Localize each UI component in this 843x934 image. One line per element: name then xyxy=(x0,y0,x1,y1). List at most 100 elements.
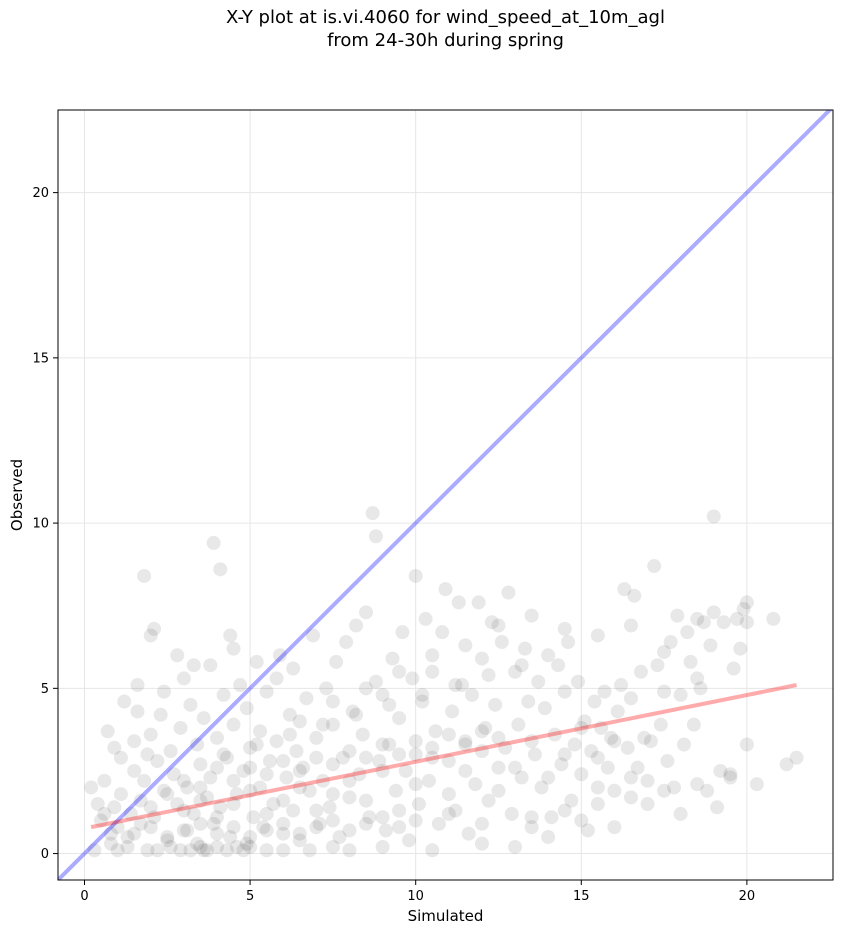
data-point xyxy=(193,757,208,772)
data-point xyxy=(259,684,274,699)
data-point xyxy=(143,727,158,742)
data-point xyxy=(584,744,599,759)
data-point xyxy=(276,843,291,858)
data-point xyxy=(243,740,258,755)
axis-ticks: 0 5 10 15 20 0 5 10 15 20 xyxy=(32,186,755,904)
data-point xyxy=(690,611,705,626)
data-point xyxy=(183,697,198,712)
data-point xyxy=(514,770,529,785)
data-point xyxy=(223,628,238,643)
data-point xyxy=(527,747,542,762)
data-point xyxy=(113,787,128,802)
data-point xyxy=(498,740,513,755)
data-point xyxy=(236,763,251,778)
data-point xyxy=(693,681,708,696)
data-point xyxy=(474,724,489,739)
data-point xyxy=(736,602,751,617)
x-tick-label: 20 xyxy=(739,889,756,904)
data-point xyxy=(623,618,638,633)
data-point xyxy=(365,506,380,521)
data-point xyxy=(299,691,314,706)
data-point xyxy=(395,625,410,640)
data-point xyxy=(524,734,539,749)
data-point xyxy=(173,843,188,858)
data-point xyxy=(147,810,162,825)
data-point xyxy=(368,529,383,544)
y-tick-label: 10 xyxy=(32,517,49,532)
x-tick-label: 5 xyxy=(246,889,254,904)
data-point xyxy=(508,760,523,775)
data-point xyxy=(425,843,440,858)
data-point xyxy=(375,763,390,778)
data-point xyxy=(276,816,291,831)
data-point xyxy=(392,664,407,679)
data-point xyxy=(766,611,781,626)
data-point xyxy=(590,796,605,811)
data-point xyxy=(716,615,731,630)
data-point xyxy=(180,780,195,795)
data-point xyxy=(415,687,430,702)
chart-title-line-2: from 24-30h during spring xyxy=(327,30,564,51)
data-point xyxy=(193,793,208,808)
data-point xyxy=(650,658,665,673)
data-point xyxy=(325,694,340,709)
regression-line xyxy=(90,683,797,830)
data-point xyxy=(223,830,238,845)
data-point xyxy=(779,757,794,772)
data-point xyxy=(249,737,264,752)
data-point xyxy=(491,730,506,745)
data-point xyxy=(286,803,301,818)
data-point xyxy=(243,783,258,798)
data-point xyxy=(259,767,274,782)
data-point xyxy=(259,806,274,821)
data-point xyxy=(673,687,688,702)
data-point xyxy=(127,826,142,841)
data-point xyxy=(614,678,629,693)
data-point xyxy=(368,674,383,689)
data-point xyxy=(398,763,413,778)
data-point xyxy=(653,717,668,732)
data-point xyxy=(156,783,171,798)
data-point xyxy=(541,770,556,785)
data-point xyxy=(610,704,625,719)
data-point xyxy=(206,535,221,550)
data-point xyxy=(276,793,291,808)
data-point xyxy=(372,754,387,769)
data-point xyxy=(425,750,440,765)
data-point xyxy=(349,618,364,633)
data-point xyxy=(491,783,506,798)
data-point xyxy=(226,796,241,811)
data-point xyxy=(703,638,718,653)
data-point xyxy=(657,783,672,798)
data-point xyxy=(342,790,357,805)
data-point xyxy=(607,734,622,749)
data-point xyxy=(163,744,178,759)
data-point xyxy=(590,750,605,765)
data-point xyxy=(524,608,539,623)
data-point xyxy=(441,727,456,742)
one-to-one-line xyxy=(58,110,833,880)
data-point xyxy=(183,843,198,858)
data-point xyxy=(107,800,122,815)
data-point xyxy=(226,717,241,732)
data-point xyxy=(226,820,241,835)
data-point xyxy=(392,747,407,762)
data-point xyxy=(700,783,715,798)
data-point xyxy=(471,595,486,610)
data-point xyxy=(140,747,155,762)
chart-title: X-Y plot at is.vi.4060 for wind_speed_at… xyxy=(0,6,843,52)
data-point xyxy=(431,816,446,831)
data-point xyxy=(710,800,725,815)
data-point xyxy=(137,773,152,788)
data-point xyxy=(309,803,324,818)
data-point xyxy=(200,790,215,805)
data-point xyxy=(203,658,218,673)
data-point xyxy=(448,803,463,818)
data-point xyxy=(322,800,337,815)
data-point xyxy=(213,800,228,815)
data-point xyxy=(468,777,483,792)
data-point xyxy=(713,763,728,778)
data-point xyxy=(408,813,423,828)
data-point xyxy=(600,760,615,775)
data-point xyxy=(451,595,466,610)
